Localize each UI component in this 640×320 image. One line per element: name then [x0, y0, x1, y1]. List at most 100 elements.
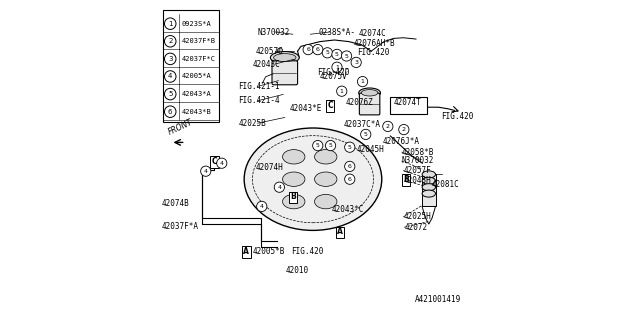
Text: 1: 1 [340, 89, 344, 94]
Text: 42043C: 42043C [253, 60, 280, 68]
Text: 42075V: 42075V [320, 72, 348, 81]
Text: 42043*A: 42043*A [182, 91, 211, 97]
Text: FIG.420: FIG.420 [357, 48, 389, 57]
Circle shape [332, 49, 342, 60]
Text: 42074C: 42074C [358, 29, 386, 38]
Text: 6: 6 [348, 177, 352, 182]
Text: B: B [290, 192, 296, 201]
Text: 2: 2 [402, 127, 406, 132]
Text: 42005*B: 42005*B [253, 247, 285, 256]
Ellipse shape [283, 150, 305, 164]
Text: C: C [328, 101, 333, 110]
Ellipse shape [283, 172, 305, 186]
Text: 6: 6 [168, 109, 173, 115]
Text: A: A [337, 228, 343, 236]
Circle shape [399, 124, 409, 135]
Ellipse shape [274, 54, 296, 62]
Text: FIG.420: FIG.420 [291, 247, 324, 256]
Ellipse shape [422, 184, 436, 191]
Circle shape [257, 201, 267, 212]
Text: 4: 4 [204, 169, 208, 174]
Circle shape [361, 129, 371, 140]
Circle shape [164, 53, 176, 65]
Text: 42081C: 42081C [431, 180, 459, 189]
Text: N370032: N370032 [402, 156, 434, 165]
Circle shape [278, 48, 283, 53]
Circle shape [216, 158, 227, 168]
Text: 4: 4 [260, 204, 264, 209]
Circle shape [357, 76, 368, 87]
Text: 42037F*C: 42037F*C [182, 56, 216, 62]
Text: 5: 5 [335, 52, 339, 57]
Text: 1: 1 [360, 79, 365, 84]
Text: 42076J*A: 42076J*A [383, 137, 419, 146]
Text: 42057F: 42057F [403, 166, 431, 175]
Text: 5: 5 [316, 143, 320, 148]
Text: FRONT: FRONT [167, 118, 195, 137]
Text: 42037F*B: 42037F*B [182, 38, 216, 44]
Text: 42043*C: 42043*C [332, 205, 364, 214]
Text: 5: 5 [348, 145, 352, 150]
FancyBboxPatch shape [272, 61, 298, 85]
Text: 42045H: 42045H [357, 145, 385, 154]
Text: 42076AH*B: 42076AH*B [354, 39, 396, 48]
Text: 2: 2 [168, 38, 172, 44]
Circle shape [326, 140, 336, 151]
Circle shape [344, 142, 355, 152]
Text: 5: 5 [328, 143, 333, 148]
Text: 6: 6 [306, 47, 310, 52]
Circle shape [275, 182, 285, 192]
Circle shape [164, 71, 176, 82]
Text: 42025B: 42025B [239, 119, 266, 128]
Circle shape [323, 48, 333, 58]
FancyBboxPatch shape [360, 93, 380, 115]
Ellipse shape [244, 128, 381, 230]
Bar [326, 100, 335, 112]
Bar [390, 97, 428, 114]
Circle shape [303, 44, 314, 55]
Text: 42010: 42010 [285, 266, 308, 275]
Bar [336, 227, 344, 238]
Ellipse shape [422, 177, 436, 184]
Text: 5: 5 [325, 50, 330, 55]
Ellipse shape [359, 88, 380, 98]
Circle shape [164, 18, 176, 29]
Circle shape [164, 36, 176, 47]
Text: 2: 2 [386, 124, 390, 129]
Bar [243, 246, 251, 258]
Text: 6: 6 [348, 164, 352, 169]
Ellipse shape [283, 195, 305, 209]
Text: 42037C*A: 42037C*A [344, 120, 381, 129]
Circle shape [201, 166, 211, 176]
Text: 42076Z: 42076Z [346, 98, 373, 107]
Text: 0923S*A: 0923S*A [182, 21, 211, 27]
Circle shape [342, 51, 352, 61]
Text: 42043*E: 42043*E [290, 104, 322, 113]
Text: 42074H: 42074H [256, 163, 284, 172]
Bar [163, 10, 219, 122]
Text: 1: 1 [335, 65, 339, 70]
Text: 4: 4 [277, 185, 282, 190]
Text: 42074T: 42074T [394, 98, 421, 107]
Circle shape [337, 86, 347, 96]
Text: N370032: N370032 [258, 28, 290, 36]
Ellipse shape [422, 190, 436, 197]
Ellipse shape [422, 171, 436, 178]
Text: FIG.421-1: FIG.421-1 [239, 82, 280, 91]
Ellipse shape [271, 52, 300, 64]
Circle shape [344, 161, 355, 172]
Text: 5: 5 [364, 132, 368, 137]
Text: 42057C: 42057C [256, 47, 284, 56]
Circle shape [344, 174, 355, 184]
Bar [402, 174, 410, 186]
Bar [289, 192, 297, 203]
Circle shape [164, 106, 176, 117]
Text: 4: 4 [168, 74, 172, 79]
Circle shape [312, 44, 323, 55]
Circle shape [312, 140, 323, 151]
Text: 3: 3 [168, 56, 173, 62]
Bar [210, 156, 219, 168]
Text: 42058*B: 42058*B [402, 148, 434, 156]
Bar [422, 174, 435, 206]
Circle shape [351, 57, 361, 68]
